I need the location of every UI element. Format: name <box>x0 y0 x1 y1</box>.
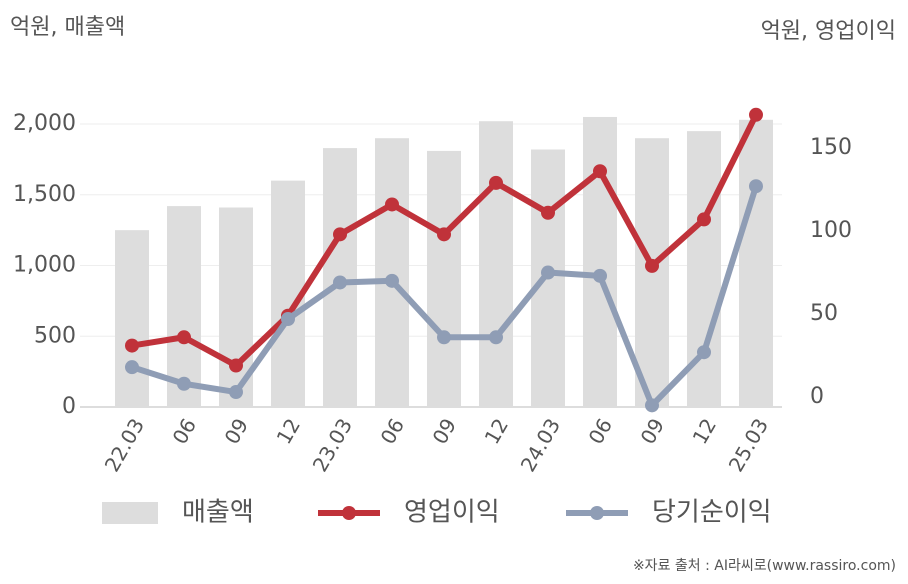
x-tick-label: 12 <box>480 414 514 448</box>
x-tick-label: 06 <box>584 414 618 448</box>
point <box>697 212 711 227</box>
bar <box>427 150 461 407</box>
y2-tick-label: 0 <box>810 384 824 409</box>
y2-tick-label: 100 <box>810 218 852 243</box>
point <box>645 398 659 413</box>
point <box>437 330 451 345</box>
y-tick-label: 2,000 <box>13 111 76 136</box>
point <box>697 345 711 360</box>
point <box>593 268 607 283</box>
point <box>541 265 555 280</box>
bar <box>115 230 149 407</box>
point <box>489 330 503 345</box>
point <box>749 179 763 194</box>
y2-tick-label: 150 <box>810 135 852 160</box>
legend-label: 영업이익 <box>404 498 500 528</box>
x-tick-label: 06 <box>376 414 410 448</box>
point <box>385 197 399 212</box>
point <box>229 358 243 373</box>
bar <box>167 206 201 407</box>
point <box>541 205 555 220</box>
x-tick-label: 06 <box>168 414 202 448</box>
point <box>749 107 763 122</box>
bar <box>739 119 773 407</box>
y2-tick-label: 50 <box>810 301 838 326</box>
point <box>125 338 139 353</box>
bar <box>583 116 617 407</box>
y-tick-label: 0 <box>62 394 76 419</box>
point <box>489 175 503 190</box>
point <box>281 312 295 327</box>
x-tick-label: 09 <box>220 414 254 448</box>
point <box>437 227 451 242</box>
y-tick-label: 1,000 <box>13 253 76 278</box>
legend-label: 당기순이익 <box>652 498 772 528</box>
left-unit-label: 억원, 매출액 <box>10 15 125 40</box>
bar <box>375 138 409 408</box>
right-unit-label: 억원, 영업이익 <box>761 19 896 44</box>
x-tick-label: 09 <box>428 414 462 448</box>
point <box>177 330 191 345</box>
y-tick-label: 500 <box>34 323 76 348</box>
x-tick-label: 12 <box>272 414 306 448</box>
legend-swatch <box>590 506 604 520</box>
y-tick-label: 1,500 <box>13 182 76 207</box>
point <box>385 273 399 288</box>
x-tick-label: 25.03 <box>724 414 773 476</box>
source: ※자료 출처 : AI라씨로(www.rassiro.com) <box>633 558 896 574</box>
bar <box>479 121 513 407</box>
legend-swatch <box>102 502 158 524</box>
point <box>333 275 347 290</box>
point <box>177 376 191 391</box>
point <box>229 385 243 400</box>
x-tick-label: 23.03 <box>308 414 357 476</box>
point <box>125 360 139 375</box>
legend-label: 매출액 <box>182 498 254 528</box>
point <box>333 227 347 242</box>
x-tick-label: 12 <box>688 414 722 448</box>
x-tick-label: 24.03 <box>516 414 565 476</box>
legend-swatch <box>342 506 356 520</box>
x-tick-label: 22.03 <box>100 414 149 476</box>
x-tick-label: 09 <box>636 414 670 448</box>
point <box>593 164 607 179</box>
point <box>645 258 659 273</box>
